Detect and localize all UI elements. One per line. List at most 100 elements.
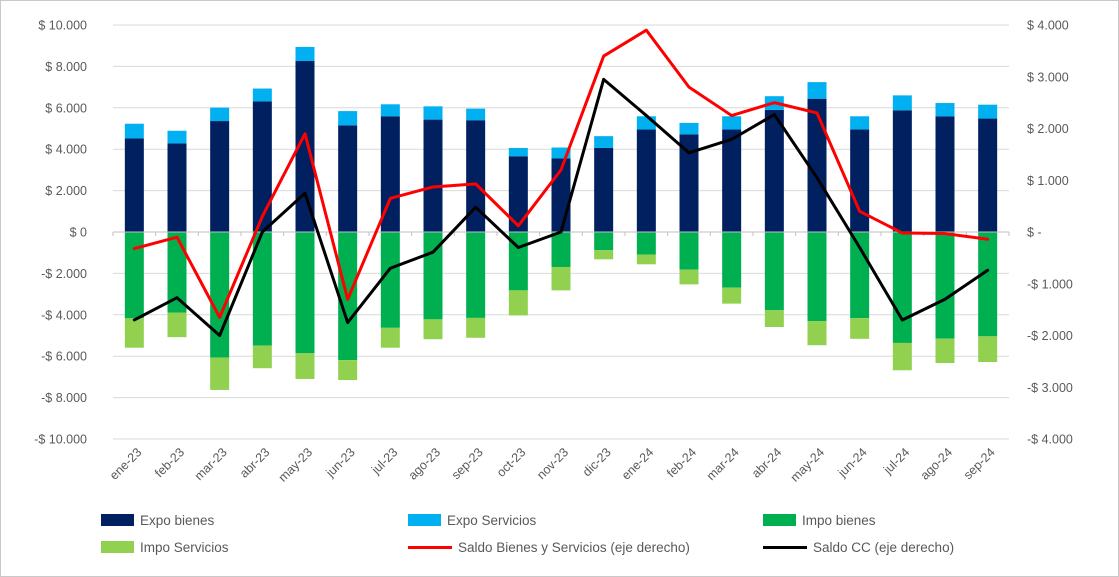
bar-expo-servicios [167, 130, 187, 144]
legend-swatch-expo-bienes [101, 514, 134, 526]
bar-expo-bienes [636, 129, 656, 232]
category-labels: ene-23 feb-23 mar-23 abr-23 may-23 jun-23 jul-… [107, 445, 998, 484]
category-label: dic-23 [580, 445, 614, 479]
bar-impo-servicios [807, 321, 827, 346]
bar-expo-bienes [167, 143, 187, 232]
right-axis-tick-label: $ 1.000 [1027, 174, 1069, 188]
bar-expo-bienes [508, 156, 528, 232]
bar-impo-bienes [807, 232, 827, 322]
bar-impo-servicios [594, 250, 614, 260]
right-axis-tick-label: -$ 1.000 [1027, 277, 1073, 291]
left-axis-tick-label: -$ 2.000 [41, 267, 87, 281]
legend-item-impo-servicios: Impo Servicios [101, 538, 229, 556]
bar-impo-bienes [380, 232, 400, 328]
bar-expo-bienes [423, 119, 443, 232]
bar-expo-bienes [252, 101, 272, 233]
bar-expo-servicios [679, 122, 699, 135]
category-label: may-24 [788, 445, 827, 484]
bar-impo-servicios [210, 357, 230, 390]
legend-swatch-impo-servicios [101, 541, 134, 553]
bar-impo-bienes [978, 232, 998, 337]
legend-item-expo-bienes: Expo bienes [101, 511, 214, 529]
category-label: feb-24 [664, 445, 699, 480]
bar-impo-bienes [636, 232, 656, 255]
left-axis-tick-label: $ 2.000 [45, 184, 87, 198]
bar-impo-servicios [764, 310, 784, 328]
bar-impo-bienes [252, 232, 272, 346]
bar-expo-bienes [935, 116, 955, 232]
legend-swatch-impo-bienes [763, 514, 796, 526]
bar-expo-servicios [508, 147, 528, 157]
category-label: jul-24 [880, 445, 912, 477]
bar-impo-servicios [124, 318, 144, 348]
left-axis-tick-label: -$ 8.000 [41, 391, 87, 405]
bar-impo-servicios [551, 266, 571, 291]
bar-impo-servicios [338, 360, 358, 381]
bar-impo-servicios [508, 290, 528, 316]
bar-expo-bienes [210, 121, 230, 232]
bar-impo-servicios [252, 345, 272, 369]
bar-impo-bienes [551, 232, 571, 267]
bar-impo-bienes [722, 232, 742, 288]
line-saldo-bienes-y-servicios-eje-derecho- [132, 28, 990, 319]
combo-chart-canvas: $ 10.000 $ 8.000 $ 6.000 $ 4.000 $ 2.000 $ 0 -… [34, 19, 1073, 485]
bar-expo-servicios [807, 82, 827, 99]
bar-expo-bienes [807, 98, 827, 232]
bar-expo-servicios [551, 147, 571, 159]
bar-expo-servicios [295, 46, 315, 62]
legend-label-saldo-bienes-servicios: Saldo Bienes y Servicios (eje derecho) [458, 539, 690, 555]
category-label: ago-24 [918, 445, 955, 482]
left-axis-tick-label: $ 4.000 [45, 143, 87, 157]
left-axis-tick-label: $ 6.000 [45, 101, 87, 115]
bar-impo-servicios [295, 353, 315, 379]
bar-expo-servicios [892, 95, 912, 111]
category-label: oct-23 [494, 445, 528, 479]
bar-impo-bienes [295, 232, 315, 354]
bar-expo-bienes [594, 147, 614, 232]
right-axis-tick-label: $ 3.000 [1027, 70, 1069, 84]
bar-expo-servicios [210, 107, 230, 122]
bar-impo-bienes [466, 232, 486, 318]
bar-expo-servicios [380, 104, 400, 117]
left-axis-tick-label: $ 8.000 [45, 60, 87, 74]
bar-expo-bienes [380, 116, 400, 232]
left-axis-tick-label: -$ 6.000 [41, 350, 87, 364]
bar-expo-servicios [338, 111, 358, 126]
bar-expo-servicios [423, 106, 443, 120]
bar-expo-bienes [850, 129, 870, 232]
legend-label-expo-servicios: Expo Servicios [447, 512, 537, 528]
left-axis-tick-label: -$ 4.000 [41, 308, 87, 322]
bar-impo-bienes [210, 232, 230, 358]
bar-impo-servicios [722, 287, 742, 304]
bar-impo-servicios [380, 327, 400, 348]
bar-impo-servicios [935, 338, 955, 364]
bar-impo-bienes [124, 232, 144, 319]
category-label: abr-23 [237, 445, 272, 480]
right-axis-labels: $ 4.000 $ 3.000 $ 2.000 $ 1.000 $ - -$ 1.000 -… [1027, 19, 1073, 447]
bar-expo-servicios [850, 116, 870, 130]
bar-impo-servicios [850, 318, 870, 339]
category-label: mar-23 [192, 445, 230, 483]
legend-item-impo-bienes: Impo bienes [763, 511, 876, 529]
category-label: abr-24 [749, 445, 784, 480]
bar-expo-servicios [252, 88, 272, 102]
category-label: ene-23 [107, 445, 144, 482]
left-axis-tick-label: $ 10.000 [38, 19, 87, 33]
bar-expo-servicios [935, 103, 955, 117]
bar-expo-bienes [295, 61, 315, 232]
bar-impo-servicios [423, 319, 443, 340]
legend-swatch-expo-servicios [408, 514, 441, 526]
bar-impo-servicios [466, 317, 486, 338]
category-label: jun-24 [835, 445, 870, 480]
bar-expo-bienes [124, 138, 144, 232]
bar-expo-bienes [764, 109, 784, 232]
legend-item-expo-servicios: Expo Servicios [408, 511, 536, 529]
bar-impo-bienes [167, 232, 187, 313]
bar-expo-servicios [978, 104, 998, 119]
bar-expo-servicios [124, 123, 144, 139]
bar-impo-servicios [167, 312, 187, 338]
bars-group [124, 46, 998, 390]
line-saldo-cc-eje-derecho- [132, 77, 990, 337]
bar-impo-bienes [935, 232, 955, 339]
bar-expo-bienes [338, 125, 358, 232]
